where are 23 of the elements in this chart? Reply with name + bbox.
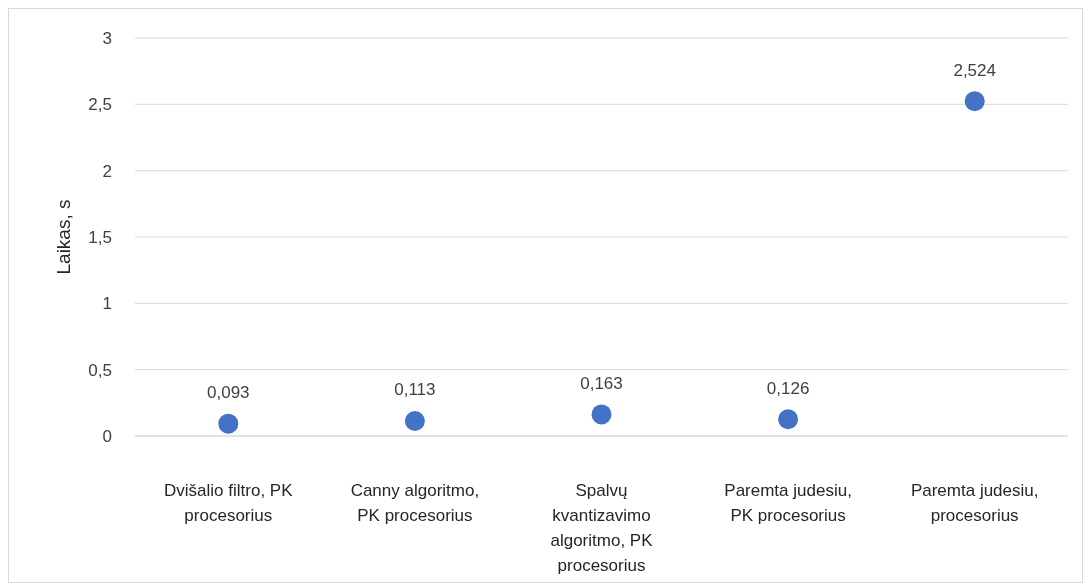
x-tick-label: Dvišalio filtro, PK procesorius <box>164 481 294 525</box>
x-tick-label: Paremta judesiu, procesorius <box>910 481 1039 525</box>
y-tick-label: 0,5 <box>88 360 112 380</box>
data-label: 2,524 <box>953 60 996 80</box>
point <box>404 411 425 432</box>
data-label: 0,126 <box>766 378 810 398</box>
data-label: 0,093 <box>207 383 250 403</box>
x-tick-label: Canny algoritmo, PK procesorius <box>350 481 480 525</box>
y-tick-label: 3 <box>102 29 112 49</box>
y-axis-title: Laikas, s <box>52 199 74 275</box>
y-tick-label: 2 <box>102 161 112 181</box>
point <box>778 409 799 430</box>
y-tick-label: 0 <box>102 427 112 447</box>
y-tick-label: 1,5 <box>88 228 112 248</box>
data-label: 0,113 <box>394 380 436 400</box>
point <box>591 404 612 425</box>
data-label: 0,163 <box>580 373 623 393</box>
point <box>964 91 985 112</box>
y-tick-label: 2,5 <box>88 95 112 115</box>
y-tick-label: 1 <box>102 294 112 314</box>
x-tick-label: Paremta judesiu, PK procesorius <box>724 481 852 525</box>
point <box>218 413 239 434</box>
x-tick-label: Spalvų kvantizavimo algoritmo, PK procesorius <box>550 481 654 575</box>
